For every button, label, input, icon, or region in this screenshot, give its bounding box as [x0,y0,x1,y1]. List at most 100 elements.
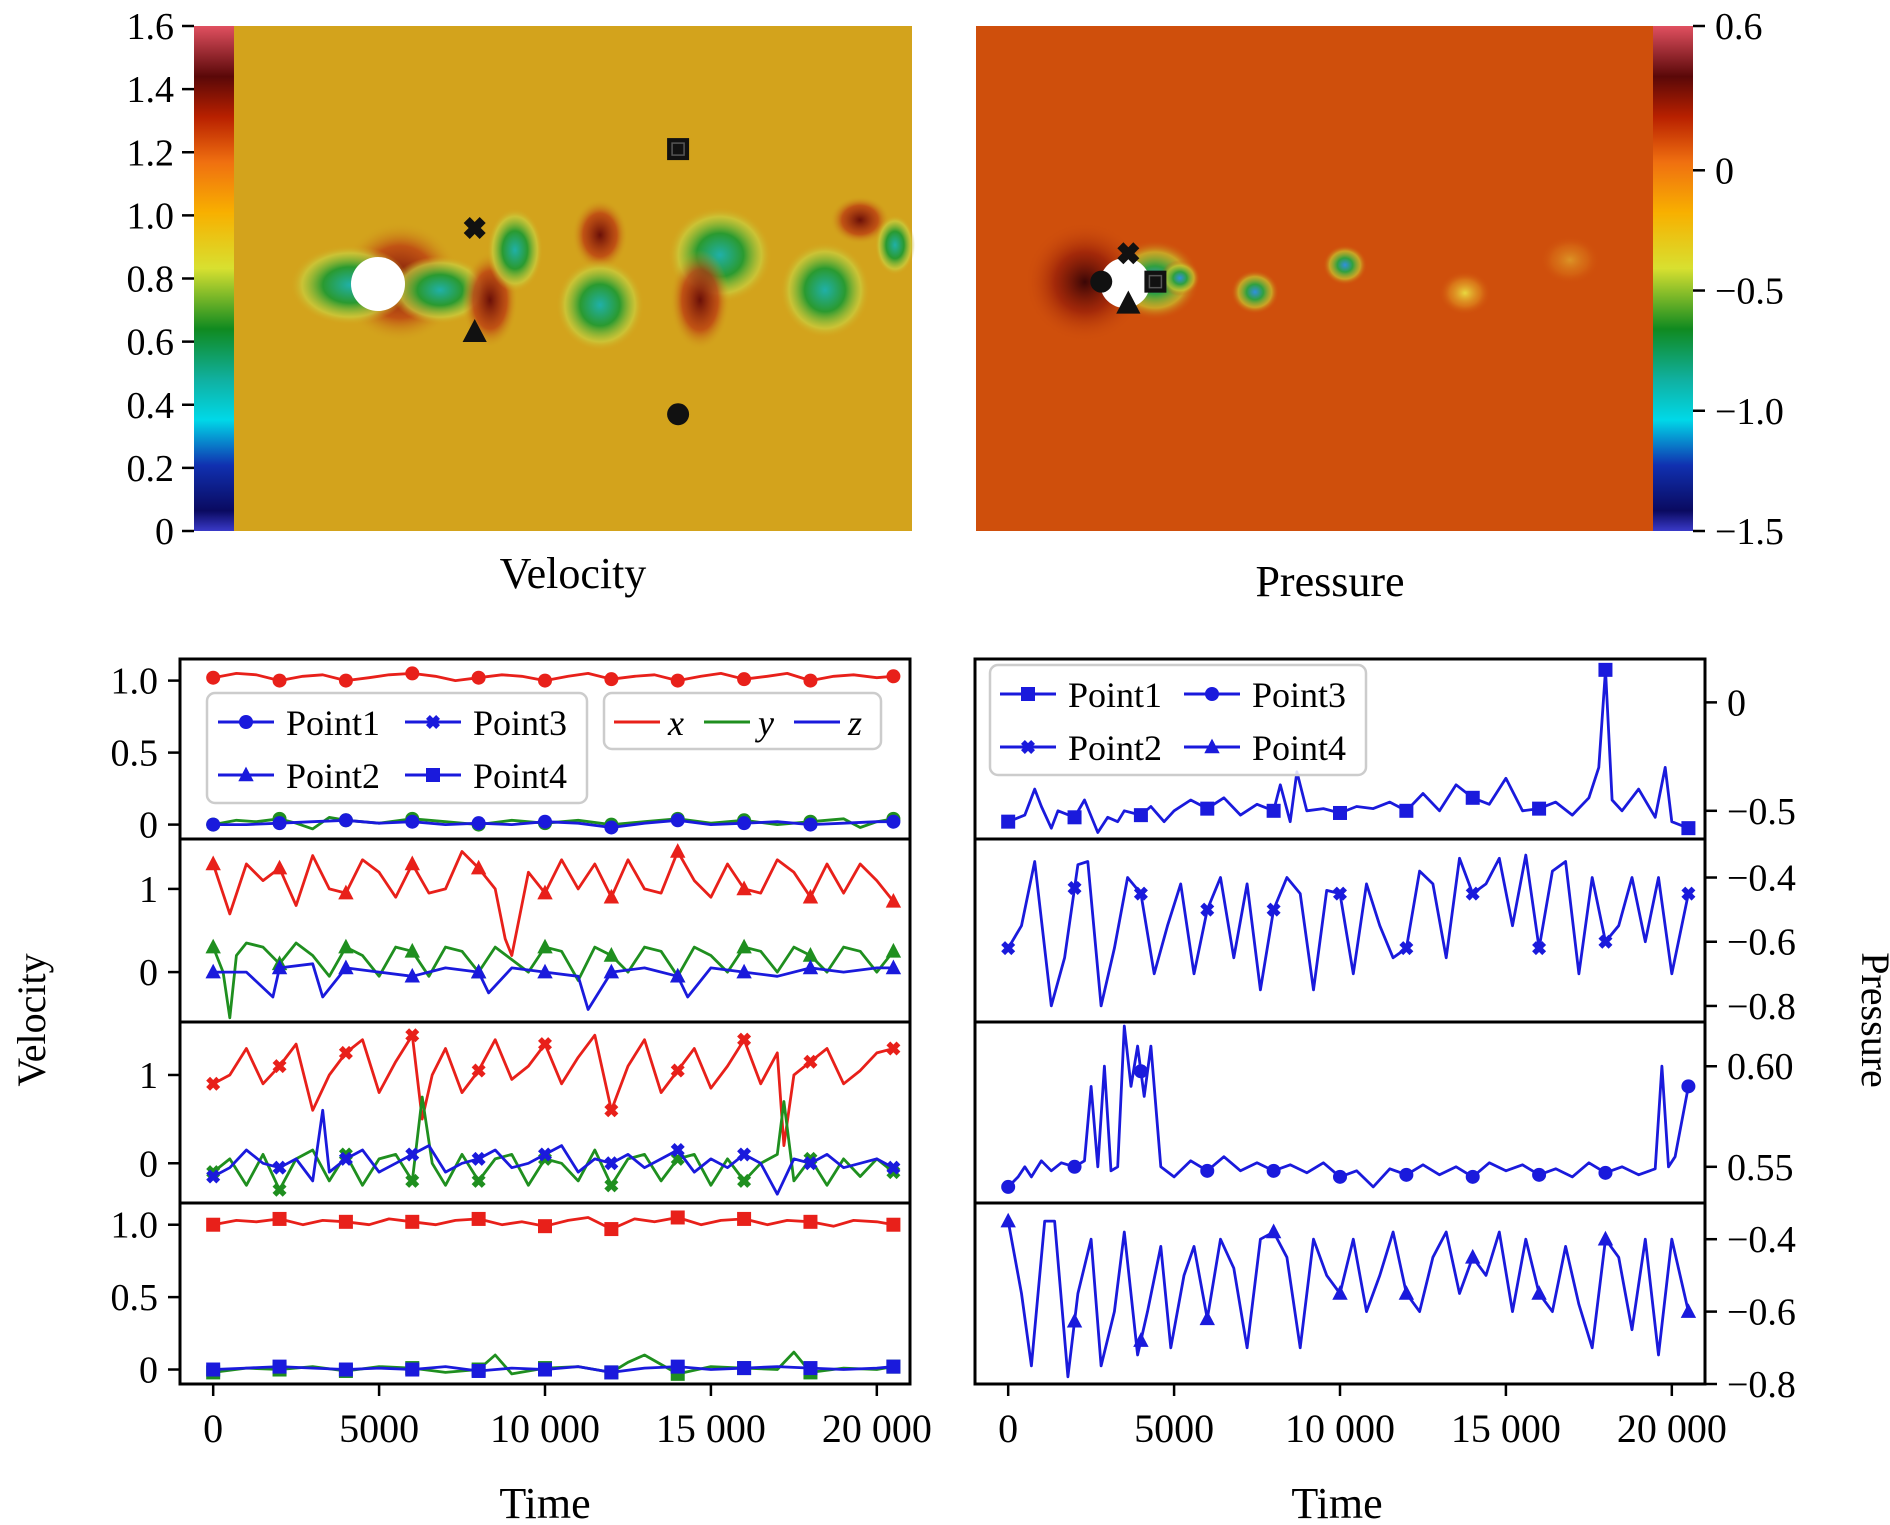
velocity-2-marker [603,888,620,904]
pressure-4-marker [1265,1223,1282,1239]
pressure-2-marker [1465,886,1480,901]
velocity-3-marker [886,1041,901,1056]
colorbar-tick-label: 0.6 [127,322,175,364]
velocity-2-marker [736,880,752,896]
colorbar-tick-label: 0.2 [127,448,175,490]
ytick-label: 0 [139,805,158,847]
velocity-2-marker [404,967,420,983]
velocity-heatmap: 0 0.2 0.4 0.6 0.8 1.0 1.2 1.4 1.6 Velocity [127,6,915,598]
velocity-cylinder [351,257,405,311]
velocity-1-marker [272,673,287,688]
colorbar-tick-label: 0.4 [127,385,175,427]
velocity-1-marker [405,814,420,829]
legend-label: Point2 [1068,728,1162,768]
pressure-1-marker [1465,790,1480,805]
pressure-3-marker [1133,1064,1148,1079]
velocity-4-marker [737,1211,752,1226]
legend-marker [1204,738,1220,754]
velocity-1-series-z [213,818,894,829]
velocity-1-marker [886,814,901,829]
pressure-caption: Pressure [1255,557,1404,606]
ytick-label: −0.4 [1727,858,1796,900]
velocity-2-series-z [213,962,894,1011]
legend-label: Point3 [1252,675,1346,715]
velocity-4-marker [538,1362,552,1377]
pressure-1-marker [1200,801,1215,816]
velocity-2-frame [178,837,912,1024]
velocity-2-marker [271,859,288,875]
velocity-1-marker [538,814,552,829]
velocity-3-marker [604,1156,619,1171]
colorbar-tick-label: 1.0 [127,195,175,237]
xtick-label: 5000 [339,1406,419,1451]
velocity-1-marker [737,672,752,687]
ytick-label: 0.5 [111,733,159,775]
velocity-1-marker [670,673,685,688]
velocity-4-marker [886,1217,901,1232]
legend-marker [1205,687,1219,701]
panel-pressure-2: −0.8 −0.6 −0.4 [973,837,1796,1028]
legend-label: Point1 [286,703,380,743]
velocity-1-marker [886,669,901,684]
velocity-points-legend: Point1 Point3 Point2 Point4 [205,691,589,805]
legend-label: z [847,703,862,743]
velocity-4-marker [886,1359,901,1374]
xtick-label: 5000 [1134,1406,1214,1451]
velocity-3-frame [178,1020,912,1205]
velocity-4-marker [604,1222,619,1237]
velocity-4-marker [471,1363,486,1378]
pressure-marker-point3 [1117,242,1140,265]
pressure-marker-inner [1148,274,1163,289]
velocity-4-marker [338,1362,353,1377]
velocity-4-marker [272,1211,287,1226]
pressure-3-marker [1465,1169,1480,1184]
pressure-4-marker [1332,1285,1348,1300]
velocity-2-marker [537,884,553,900]
velocity-4-marker [538,1219,552,1234]
velocity-legend-box [205,691,589,805]
pressure-1-marker [1598,662,1613,677]
pressure-2-marker [1333,886,1347,901]
pressure-2-marker [1399,941,1414,956]
velocity-4-marker [737,1361,752,1376]
velocity-1-marker [338,673,353,688]
pressure-4-marker [1597,1230,1614,1246]
velocity-3-marker [604,1178,619,1193]
velocity-3-marker [604,1103,619,1118]
velocity-4-marker [206,1217,221,1232]
velocity-colorbar-ticks: 0 0.2 0.4 0.6 0.8 1.0 1.2 1.4 1.6 [127,6,194,553]
velocity-2-marker [404,942,420,958]
velocity-4-series-x [212,1216,894,1231]
velocity-2-marker [885,942,902,958]
xtick-label: 20 000 [1617,1406,1727,1451]
legend-label: Point4 [473,756,567,796]
colorbar-tick-label: 0.8 [127,259,175,301]
panel-velocity-4: 0 0.5 1.0 [111,1201,912,1392]
xtick-label: 20 000 [822,1406,932,1451]
velocity-1-marker [206,670,221,685]
velocity-3-marker [737,1173,752,1188]
velocity-3-marker [206,1076,221,1091]
ytick-label: 1.0 [111,1205,159,1247]
pressure-3-marker [1598,1165,1613,1180]
velocity-4-marker [405,1214,420,1229]
velocity-1-marker [604,672,619,687]
ytick-label: −0.6 [1727,922,1796,964]
velocity-4-series-y [213,1350,894,1376]
velocity-3-marker [538,1037,552,1052]
legend-marker [1021,687,1035,701]
velocity-3-marker [670,1063,685,1078]
velocity-2-marker [205,938,221,954]
velocity-2-marker [205,855,221,871]
pressure-2-marker [1001,941,1016,956]
velocity-1-marker [206,817,221,832]
velocity-4-marker [405,1362,420,1377]
panel-pressure-4: −0.8 −0.6 −0.4 [973,1201,1796,1406]
pressure-3-marker [1399,1167,1414,1182]
velocity-2-series-y [211,941,895,1020]
ytick-label: 1.0 [111,661,159,703]
velocity-caption: Velocity [500,549,647,598]
velocity-3-marker [405,1173,420,1188]
velocity-3-marker [471,1151,486,1166]
velocity-ylabel: Velocity [9,953,54,1086]
